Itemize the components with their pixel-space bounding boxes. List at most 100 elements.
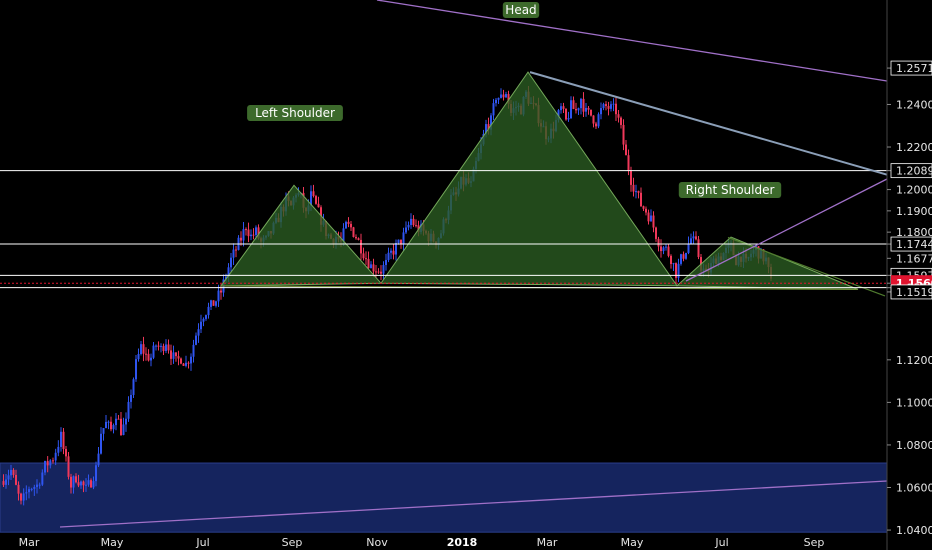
candle-body: [44, 460, 46, 473]
x-tick-label: May: [621, 536, 644, 549]
candle-body: [485, 124, 487, 135]
candle-body: [140, 344, 142, 355]
candle-body: [175, 352, 177, 357]
candle-body: [170, 350, 172, 359]
candle-body: [570, 100, 572, 119]
candle-body: [252, 234, 255, 236]
candle-body: [172, 352, 175, 359]
candle-body: [187, 362, 190, 364]
candle-body: [385, 259, 387, 265]
candle-body: [115, 418, 117, 426]
candle-body: [207, 306, 210, 316]
x-tick-label: Mar: [19, 536, 40, 549]
candle-body: [167, 344, 170, 351]
y-tick-text: 1.2571: [896, 62, 932, 75]
candle-body: [492, 103, 495, 116]
head-label: Head: [502, 2, 540, 18]
level-price-badge: [890, 60, 932, 76]
candle-body: [607, 105, 610, 109]
y-tick-text: 1.1744: [896, 238, 932, 251]
candle-body: [10, 469, 12, 476]
candle-body: [690, 238, 692, 244]
candle-body: [105, 421, 107, 429]
y-tick-text: 1.2000: [896, 184, 932, 197]
candle-body: [212, 300, 215, 306]
y-tick-text: 1.1800: [896, 226, 932, 239]
candle-body: [235, 249, 237, 251]
candle-body: [407, 224, 410, 228]
head-triangle: [380, 71, 678, 287]
candle-body: [177, 356, 180, 359]
annotations: Left Shoulder Head Right Shoulder: [247, 2, 782, 198]
right-shoulder-triangle: [675, 236, 859, 290]
candle-body: [367, 258, 370, 269]
candle-body: [92, 481, 95, 488]
y-tick-label: 1.0600: [887, 482, 932, 495]
candle-body: [257, 227, 260, 239]
y-tick-text: 1.2089: [896, 165, 932, 178]
candle-body: [577, 108, 580, 111]
candle-body: [95, 465, 97, 482]
candles-layer: [2, 86, 772, 506]
candle-body: [567, 118, 570, 120]
candle-body: [312, 191, 315, 197]
head-trend-line[interactable]: [529, 71, 888, 176]
candle-body: [190, 356, 192, 364]
candle-body: [135, 359, 137, 380]
candle-body: [162, 345, 165, 351]
candle-body: [672, 263, 675, 265]
candle-body: [232, 249, 235, 258]
candle-body: [572, 100, 575, 109]
candle-body: [102, 428, 105, 434]
x-axis[interactable]: Mar May Jul Sep Nov 2018 Mar May Jul Sep: [19, 536, 825, 549]
level-price-badge: [890, 163, 932, 179]
candle-body: [180, 358, 182, 364]
candle-body: [100, 433, 102, 454]
candle-body: [5, 479, 7, 485]
candle-body: [87, 480, 90, 485]
candle-body: [410, 218, 412, 225]
candle-body: [110, 421, 112, 430]
y-tick-label: 1.2200: [887, 141, 932, 154]
candle-body: [22, 493, 25, 501]
candle-body: [240, 237, 242, 241]
level-price-badge: [890, 284, 932, 300]
candle-body: [497, 97, 500, 100]
right-shoulder-extension-line: [727, 236, 886, 297]
y-tick-label: 1.2000: [887, 184, 932, 197]
candle-body: [200, 321, 202, 330]
candle-body: [70, 476, 72, 488]
y-tick-label: 1.1000: [887, 396, 932, 409]
upper-resistance-line[interactable]: [376, 0, 888, 82]
candle-body: [357, 238, 360, 240]
candle-body: [2, 481, 5, 485]
candle-body: [247, 229, 250, 237]
y-tick-label: 1.0800: [887, 439, 932, 452]
candle-body: [117, 418, 120, 420]
y-tick-text: 1.0600: [896, 482, 932, 495]
long-support-line[interactable]: [59, 480, 888, 528]
candle-body: [205, 315, 207, 319]
rising-channel-line[interactable]: [685, 178, 888, 282]
support-zone-rect: [0, 462, 888, 533]
candle-body: [560, 106, 562, 111]
candle-body: [645, 208, 647, 213]
candle-body: [507, 94, 510, 104]
candle-body: [662, 247, 665, 252]
candle-body: [345, 221, 347, 229]
left-shoulder-label-bg: [247, 105, 343, 121]
candle-body: [657, 238, 660, 247]
candle-body: [182, 363, 185, 366]
candle-body: [382, 264, 385, 274]
y-axis[interactable]: 1.2571 1.2400 1.2200 1.2089 1.2000 1.1900 1.18…: [886, 0, 932, 550]
candle-body: [670, 255, 672, 264]
candle-body: [587, 107, 590, 110]
candle-body: [250, 234, 252, 237]
candle-body: [12, 469, 15, 475]
candle-body: [315, 196, 317, 204]
right-shoulder-label-text: Right Shoulder: [686, 183, 775, 197]
candle-body: [132, 379, 135, 395]
candle-body: [352, 227, 355, 237]
y-tick-text: 1.1000: [896, 396, 932, 409]
